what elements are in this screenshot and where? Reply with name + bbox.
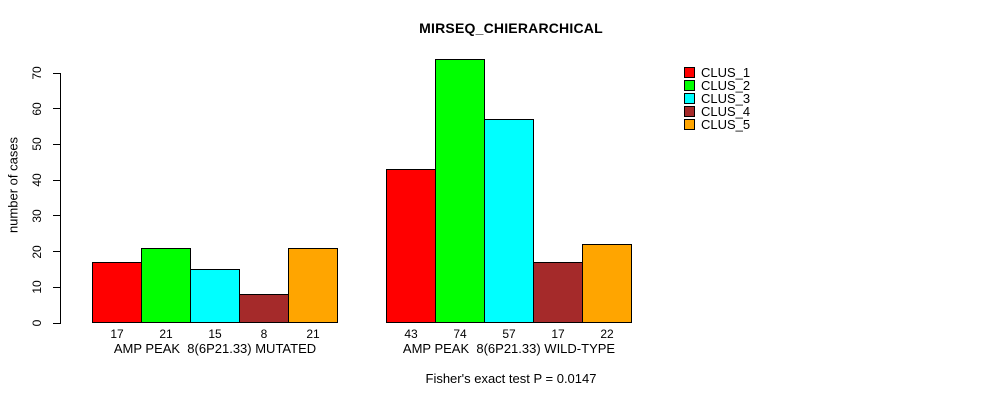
y-tick-label: 30 [30, 209, 44, 223]
y-tick-mark [53, 143, 60, 145]
group-label: AMP PEAK 8(6P21.33) WILD-TYPE [402, 341, 616, 356]
bar-CLUS_3 [190, 269, 240, 323]
legend-label: CLUS_3 [701, 91, 751, 106]
legend-label: CLUS_2 [701, 78, 751, 93]
y-tick-mark [53, 251, 60, 253]
legend-item: CLUS_4 [684, 105, 750, 118]
y-tick-mark [53, 179, 60, 181]
legend-item: CLUS_3 [684, 92, 750, 105]
y-tick-mark [53, 108, 60, 110]
legend-item: CLUS_5 [684, 118, 750, 131]
y-tick-label: 50 [30, 137, 44, 152]
bar-CLUS_1 [92, 262, 142, 323]
legend-swatch [684, 93, 695, 104]
footer-note: Fisher's exact test P = 0.0147 [425, 371, 597, 386]
y-axis-title: number of cases [5, 136, 21, 234]
legend-label: CLUS_1 [701, 65, 751, 80]
y-tick-mark [53, 322, 60, 324]
legend-item: CLUS_2 [684, 79, 750, 92]
bar-value-label: 17 [551, 327, 565, 341]
bar-value-label: 57 [502, 327, 516, 341]
bar-CLUS_1 [386, 169, 436, 323]
y-tick-label: 20 [30, 244, 44, 259]
bar-CLUS_5 [582, 244, 632, 323]
y-tick-label: 40 [30, 173, 44, 187]
legend-label: CLUS_5 [701, 117, 751, 132]
bar-CLUS_2 [435, 59, 485, 323]
y-tick-mark [53, 286, 60, 288]
bar-CLUS_5 [288, 248, 338, 323]
legend-swatch [684, 119, 695, 130]
legend: CLUS_1 CLUS_2 CLUS_3 CLUS_4 CLUS_5 [684, 66, 750, 131]
y-tick-label: 0 [30, 319, 44, 327]
bar-value-label: 17 [110, 327, 124, 341]
legend-swatch [684, 106, 695, 117]
y-tick-mark [53, 72, 60, 74]
y-tick-label: 70 [30, 66, 44, 80]
legend-swatch [684, 80, 695, 91]
bar-CLUS_4 [239, 294, 289, 323]
bar-value-label: 15 [208, 327, 222, 341]
bar-value-label: 8 [260, 327, 268, 341]
legend-item: CLUS_1 [684, 66, 750, 79]
bar-value-label: 22 [600, 327, 614, 341]
y-tick-label: 10 [30, 280, 44, 294]
bar-value-label: 21 [306, 327, 320, 341]
bar-CLUS_4 [533, 262, 583, 323]
bar-CLUS_2 [141, 248, 191, 323]
bar-value-label: 74 [453, 327, 467, 341]
chart-title: MIRSEQ_CHIERARCHICAL [419, 20, 603, 36]
bar-CLUS_3 [484, 119, 534, 323]
bar-value-label: 21 [159, 327, 173, 341]
y-tick-label: 60 [30, 102, 44, 116]
y-tick-mark [53, 215, 60, 217]
group-label: AMP PEAK 8(6P21.33) MUTATED [113, 341, 317, 356]
y-axis-line [60, 73, 61, 324]
bar-value-label: 43 [404, 327, 418, 341]
legend-label: CLUS_4 [701, 104, 751, 119]
legend-swatch [684, 67, 695, 78]
